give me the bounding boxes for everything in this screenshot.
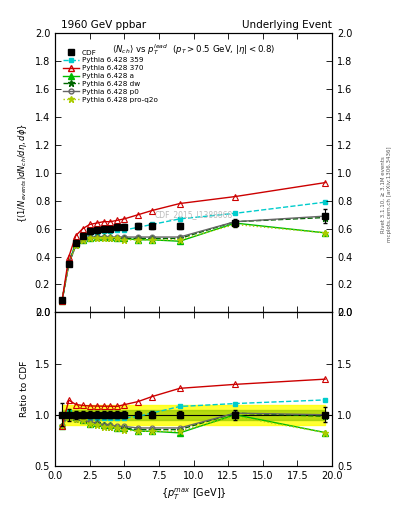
Text: Rivet 3.1.10, ≥ 3.1M events: Rivet 3.1.10, ≥ 3.1M events xyxy=(381,156,386,233)
Text: mcplots.cern.ch [arXiv:1306.3436]: mcplots.cern.ch [arXiv:1306.3436] xyxy=(387,147,391,242)
Text: $\langle N_{ch}\rangle$ vs $p_T^{lead}$  ($p_T > 0.5$ GeV, $|\eta| < 0.8$): $\langle N_{ch}\rangle$ vs $p_T^{lead}$ … xyxy=(112,41,275,56)
Y-axis label: $\{(1/N_{events}) dN_{ch}/d\eta, d\phi\}$: $\{(1/N_{events}) dN_{ch}/d\eta, d\phi\}… xyxy=(16,123,29,223)
Text: CDF_2015_I1388868: CDF_2015_I1388868 xyxy=(154,210,233,219)
X-axis label: $\{p_T^{max}$ [GeV]$\}$: $\{p_T^{max}$ [GeV]$\}$ xyxy=(161,486,226,502)
Text: 1960 GeV ppbar: 1960 GeV ppbar xyxy=(61,20,146,31)
Text: Underlying Event: Underlying Event xyxy=(242,20,332,31)
Legend: CDF, Pythia 6.428 359, Pythia 6.428 370, Pythia 6.428 a, Pythia 6.428 dw, Pythia: CDF, Pythia 6.428 359, Pythia 6.428 370,… xyxy=(61,48,159,104)
Y-axis label: Ratio to CDF: Ratio to CDF xyxy=(20,361,29,417)
